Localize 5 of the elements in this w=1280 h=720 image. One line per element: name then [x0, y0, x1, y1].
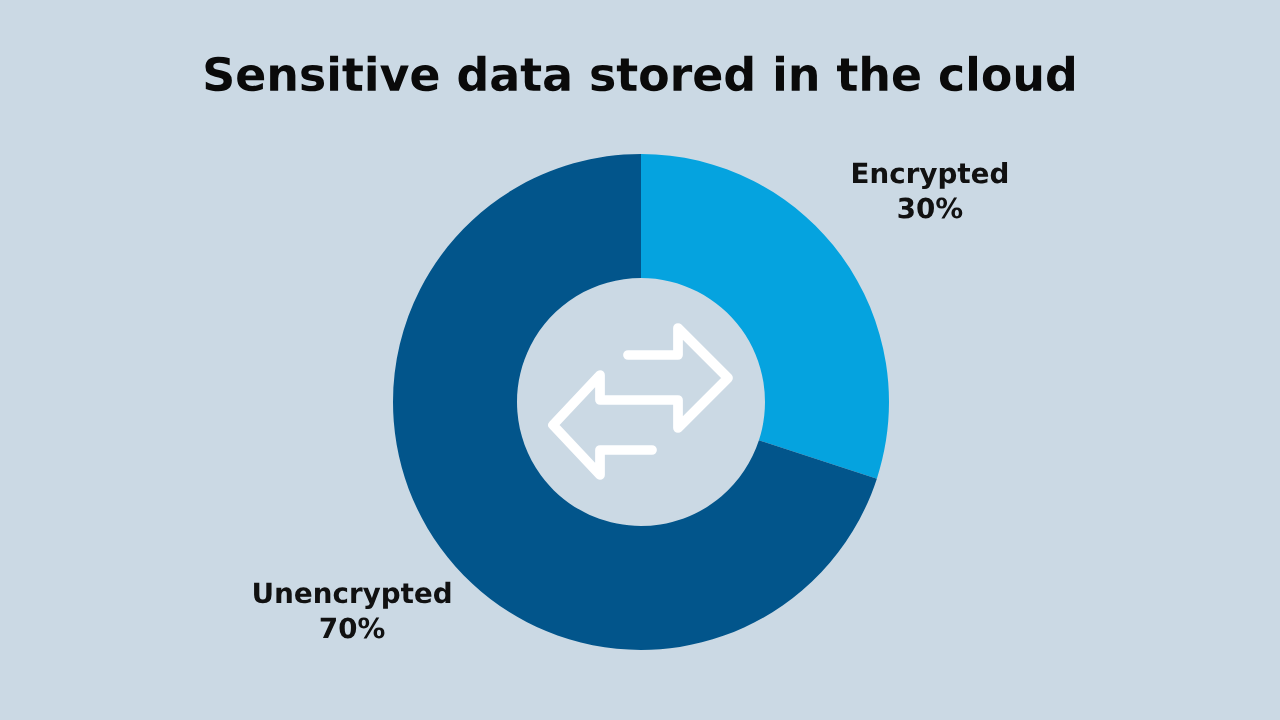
- chart-title: Sensitive data stored in the cloud: [205, 55, 1074, 92]
- slice-label: Unencrypted: [254, 581, 451, 609]
- slice-label: Encrypted: [853, 161, 1008, 190]
- data-label: 70%: [320, 617, 385, 639]
- data-label: 30%: [898, 197, 963, 219]
